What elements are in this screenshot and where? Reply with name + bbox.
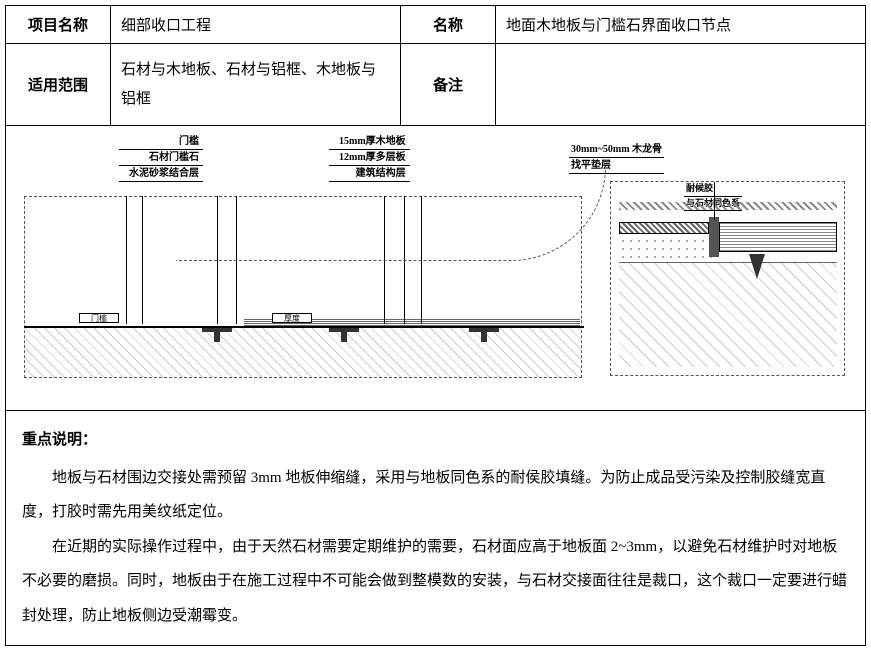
remark-value: [496, 44, 865, 125]
header-row-1: 项目名称 细部收口工程 名称 地面木地板与门槛石界面收口节点: [6, 6, 865, 44]
label-wood-floor: 15mm厚木地板: [329, 134, 410, 150]
scope-value: 石材与木地板、石材与铝框、木地板与铝框: [111, 44, 401, 125]
pedestal-3: [469, 328, 499, 342]
description-title: 重点说明：: [22, 423, 849, 458]
detail-vnotch: [749, 254, 765, 279]
document-container: 项目名称 细部收口工程 名称 地面木地板与门槛石界面收口节点 适用范围 石材与木…: [5, 5, 866, 646]
pedestal-2: [329, 328, 359, 342]
detail-leader: [714, 182, 715, 220]
description-para-1: 地板与石材围边交接处需预留 3mm 地板伸缩缝，采用与地板同色系的耐侯胶填缝。为…: [22, 461, 849, 530]
scope-label: 适用范围: [6, 44, 111, 125]
detail-lower-hatch: [619, 262, 837, 367]
pedestal-1: [202, 328, 232, 342]
leader-line-2: [142, 196, 143, 324]
label-door-sill: 门槛: [119, 134, 203, 150]
label-wood-keel: 30mm~50mm 木龙骨: [569, 142, 664, 158]
detail-wood: [719, 222, 837, 252]
detail-inner: [619, 202, 837, 367]
label-stone-sill: 石材门槛石: [119, 150, 203, 166]
description-area: 重点说明： 地板与石材围边交接处需预留 3mm 地板伸缩缝，采用与地板同色系的耐…: [6, 411, 865, 645]
detail-sealant-gap: [709, 217, 719, 257]
detail-stone: [619, 222, 709, 234]
small-label-1: 门槛: [79, 313, 119, 323]
floor-line: [24, 326, 584, 328]
detail-top-hatch: [619, 202, 837, 210]
header-row-2: 适用范围 石材与木地板、石材与铝框、木地板与铝框 备注: [6, 44, 865, 126]
header-table: 项目名称 细部收口工程 名称 地面木地板与门槛石界面收口节点 适用范围 石材与木…: [6, 6, 865, 126]
diagram-area: 门槛 石材门槛石 水泥砂浆结合层 15mm厚木地板 12mm厚多层板 建筑结构层…: [6, 126, 865, 411]
description-para-2: 在近期的实际操作过程中，由于天然石材需要定期维护的需要，石材面应高于地板面 2~…: [22, 530, 849, 634]
detail-mortar-dots: [619, 237, 714, 259]
project-name-label: 项目名称: [6, 6, 111, 43]
label-plywood: 12mm厚多层板: [329, 150, 410, 166]
name-label: 名称: [401, 6, 496, 43]
detail-callout-curve: [176, 166, 606, 261]
detail-drawing-box: [610, 181, 845, 376]
small-label-2: 厚度: [272, 313, 312, 323]
name-value: 地面木地板与门槛石界面收口节点: [496, 6, 865, 43]
leader-line-1: [126, 196, 127, 324]
project-name-value: 细部收口工程: [111, 6, 401, 43]
remark-label: 备注: [401, 44, 496, 125]
